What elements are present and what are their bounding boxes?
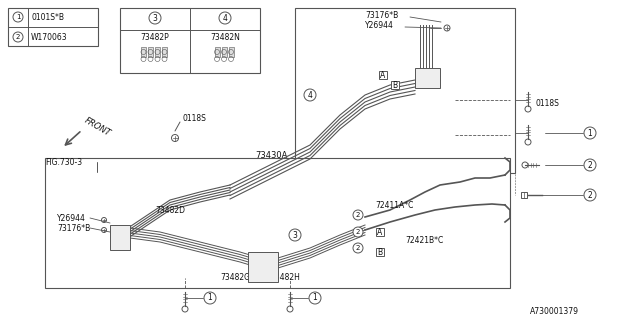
Bar: [155, 47, 160, 57]
Bar: [228, 47, 234, 57]
Text: 2: 2: [356, 212, 360, 218]
Text: FIG.730-3: FIG.730-3: [45, 157, 82, 166]
Text: 72421B*C: 72421B*C: [405, 236, 444, 244]
Circle shape: [584, 189, 596, 201]
Text: Y26944: Y26944: [365, 20, 394, 29]
Text: 73482D: 73482D: [155, 205, 185, 214]
Bar: [148, 47, 153, 57]
Circle shape: [353, 210, 363, 220]
Bar: [248, 252, 278, 282]
Text: 2: 2: [588, 161, 593, 170]
Text: 2: 2: [16, 34, 20, 40]
Bar: [45, 158, 510, 288]
Text: W170063: W170063: [31, 33, 68, 42]
Bar: [120, 8, 260, 73]
Bar: [376, 228, 384, 236]
Text: 73176*B: 73176*B: [57, 223, 90, 233]
Circle shape: [289, 229, 301, 241]
Text: A730001379: A730001379: [530, 308, 579, 316]
Text: 73482N: 73482N: [210, 33, 240, 42]
Circle shape: [309, 292, 321, 304]
Text: B: B: [392, 81, 397, 90]
Text: 2: 2: [588, 190, 593, 199]
Text: 73176*B: 73176*B: [365, 11, 398, 20]
Bar: [376, 248, 384, 256]
Circle shape: [219, 12, 231, 24]
Text: 1: 1: [207, 293, 212, 302]
Text: 73482P: 73482P: [141, 33, 170, 42]
Circle shape: [584, 127, 596, 139]
Text: 2: 2: [356, 229, 360, 235]
Bar: [521, 192, 527, 198]
Text: 73482H: 73482H: [270, 274, 300, 283]
Circle shape: [204, 292, 216, 304]
Bar: [379, 71, 387, 79]
Text: 73430A: 73430A: [255, 150, 287, 159]
Bar: [391, 81, 399, 89]
Circle shape: [584, 159, 596, 171]
Text: 3: 3: [152, 13, 157, 22]
Text: A: A: [380, 70, 386, 79]
Text: 1: 1: [16, 14, 20, 20]
Circle shape: [304, 89, 316, 101]
Text: 73482G: 73482G: [220, 274, 250, 283]
Bar: [110, 225, 130, 250]
Bar: [221, 47, 227, 57]
Circle shape: [13, 12, 23, 22]
Circle shape: [353, 227, 363, 237]
Bar: [415, 68, 440, 88]
Text: 0118S: 0118S: [536, 99, 560, 108]
Bar: [141, 47, 146, 57]
Text: 4: 4: [223, 13, 227, 22]
Text: A: A: [378, 228, 383, 236]
Bar: [8, 8, 98, 46]
Text: 1: 1: [588, 129, 593, 138]
Circle shape: [149, 12, 161, 24]
Bar: [214, 47, 220, 57]
Text: 2: 2: [356, 245, 360, 251]
Text: 1: 1: [312, 293, 317, 302]
Text: 0118S: 0118S: [182, 114, 206, 123]
Text: 0101S*B: 0101S*B: [31, 12, 64, 21]
Text: 4: 4: [308, 91, 312, 100]
Bar: [162, 47, 167, 57]
Text: Y26944: Y26944: [57, 213, 86, 222]
Text: 72411A*C: 72411A*C: [375, 201, 413, 210]
Text: FRONT: FRONT: [83, 116, 113, 138]
Text: 3: 3: [292, 230, 298, 239]
Circle shape: [353, 243, 363, 253]
Bar: [295, 8, 515, 173]
Circle shape: [13, 32, 23, 42]
Text: B: B: [378, 247, 383, 257]
